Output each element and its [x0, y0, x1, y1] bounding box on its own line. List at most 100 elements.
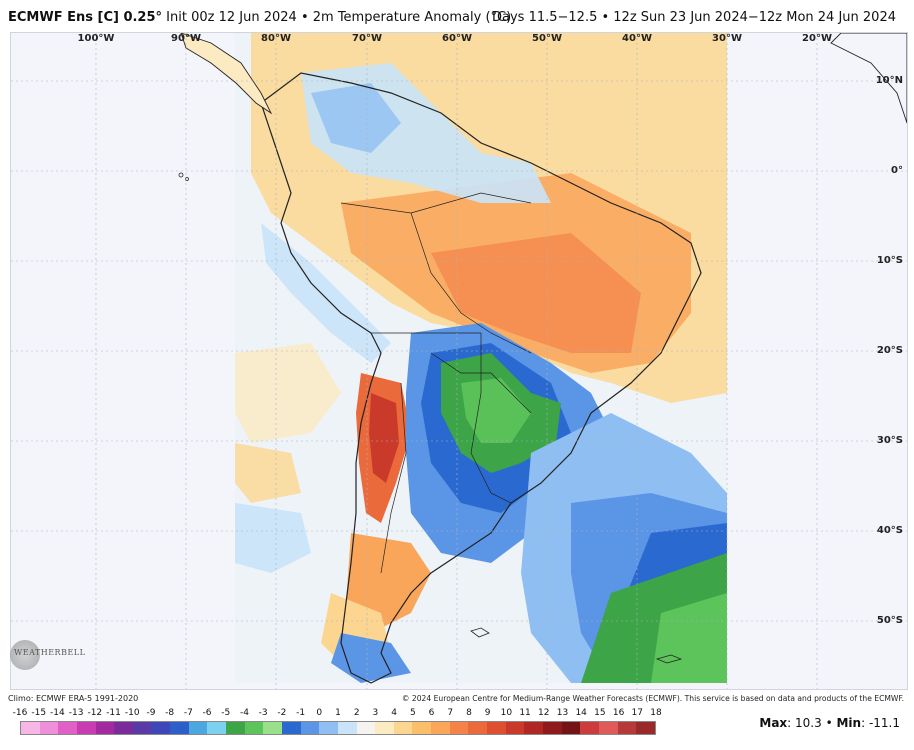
lat-label-0: 0° [891, 165, 903, 176]
colorbar-tick-label: 17 [631, 708, 644, 718]
lat-label-10n: 10°N [875, 75, 903, 86]
colorbar-tick-label: 1 [335, 708, 341, 718]
colorbar-swatch [337, 722, 357, 734]
colorbar-swatch [449, 722, 469, 734]
colorbar-tick-label: 6 [428, 708, 435, 718]
lon-label-50w: 50°W [532, 33, 562, 44]
valid-time-label: Days 11.5−12.5 • 12z Sun 23 Jun 2024−12z… [492, 10, 896, 25]
colorbar-tick-label: 8 [466, 708, 472, 718]
colorbar-strip [20, 721, 656, 735]
colorbar-tick-label: 9 [484, 708, 491, 718]
colorbar-tick-label: 14 [575, 708, 587, 718]
colorbar-tick-label: 13 [556, 708, 569, 718]
colorbar-swatch [617, 722, 637, 734]
colorbar-tick-label: 15 [594, 708, 606, 718]
min-value: -11.1 [868, 716, 900, 730]
colorbar-tick-label: -8 [165, 708, 175, 718]
colorbar-swatch [524, 722, 543, 734]
colorbar-swatch [132, 722, 152, 734]
colorbar-swatch [598, 722, 618, 734]
temperature-anomaly-map: 100°W 90°W 80°W 70°W 60°W 50°W 40°W 30°W… [10, 32, 908, 690]
lon-label-40w: 40°W [622, 33, 652, 44]
colorbar-swatch [207, 722, 227, 734]
climo-note: Climo: ECMWF ERA-5 1991-2020 [8, 694, 139, 703]
colorbar-swatch [487, 722, 506, 734]
colorbar-swatch [393, 722, 413, 734]
lon-label-80w: 80°W [261, 33, 291, 44]
min-label: Min [836, 716, 862, 730]
colorbar-swatch [263, 722, 282, 734]
colorbar-swatch [58, 722, 77, 734]
colorbar-tick-label: 2 [353, 708, 360, 718]
colorbar-tick-label: -7 [183, 708, 193, 718]
lat-label-50s: 50°S [876, 615, 903, 626]
colorbar-tick-label: 4 [391, 708, 397, 718]
lon-label-20w: 20°W [802, 33, 832, 44]
colorbar-tick-label: -5 [221, 708, 231, 718]
colorbar-tick-label: -16 [12, 708, 28, 718]
colorbar-tick-label: -13 [68, 708, 84, 718]
lon-label-70w: 70°W [352, 33, 382, 44]
colorbar-swatch [431, 722, 450, 734]
colorbar-tick-label: -14 [50, 708, 65, 718]
max-min-stats: Max: 10.3 • Min: -11.1 [759, 716, 900, 730]
colorbar-swatch [561, 722, 581, 734]
colorbar-swatch [319, 722, 338, 734]
init-label: Init 00z 12 Jun 2024 [166, 10, 297, 25]
lon-label-90w: 90°W [171, 33, 201, 44]
map-canvas [11, 33, 907, 689]
lon-label-60w: 60°W [442, 33, 472, 44]
colorbar-tick-label: -4 [239, 708, 249, 718]
colorbar-tick-label: 5 [409, 708, 416, 718]
colorbar-tick-label: 7 [447, 708, 454, 718]
colorbar-swatch [95, 722, 115, 734]
lon-label-30w: 30°W [712, 33, 742, 44]
lat-label-30s: 30°S [876, 435, 903, 446]
colorbar-tick-label: -15 [31, 708, 47, 718]
max-value: 10.3 [795, 716, 822, 730]
lon-label-100w: 100°W [77, 33, 115, 44]
colorbar-tick-label: -12 [87, 708, 103, 718]
colorbar-swatch [281, 722, 301, 734]
colorbar-tick-label: -1 [296, 708, 306, 718]
max-label: Max [759, 716, 788, 730]
weatherbell-logo-text: WEATHERBELL [14, 648, 86, 657]
colorbar-swatch [468, 722, 488, 734]
colorbar-swatch [300, 722, 320, 734]
colorbar-swatch [226, 722, 245, 734]
colorbar-swatch [412, 722, 432, 734]
colorbar-tick-label: -6 [202, 708, 212, 718]
colorbar-swatch [636, 722, 655, 734]
colorbar-tick-label: -9 [146, 708, 156, 718]
colorbar-swatch [21, 722, 40, 734]
lat-label-10s: 10°S [876, 255, 903, 266]
colorbar-swatch [39, 722, 59, 734]
colorbar-swatch [356, 722, 376, 734]
colorbar-swatch [505, 722, 525, 734]
weatherbell-logo-icon [10, 640, 40, 670]
colorbar-swatch [580, 722, 599, 734]
colorbar-tick-label: -3 [258, 708, 268, 718]
model-label: ECMWF Ens [C] 0.25° [8, 10, 163, 25]
colorbar-tick-label: 16 [612, 708, 625, 718]
colorbar-tick-label: 11 [519, 708, 531, 718]
lat-label-40s: 40°S [876, 525, 903, 536]
copyright-note: © 2024 European Centre for Medium-Range … [401, 694, 904, 703]
colorbar-tick-label: 3 [372, 708, 379, 718]
field-label: 2m Temperature Anomaly (°C) [312, 10, 512, 25]
colorbar-labels: -16 -15 -14 -13 -12 -11 -10 -9 -8 -7 -6 -5 -4 -3 -2 -1 0… [13, 708, 662, 720]
colorbar-swatch [76, 722, 96, 734]
map-title: ECMWF Ens [C] 0.25° Init 00z 12 Jun 2024… [8, 10, 511, 25]
colorbar-tick-label: -11 [106, 708, 121, 718]
colorbar-swatch [188, 722, 208, 734]
colorbar: -16 -15 -14 -13 -12 -11 -10 -9 -8 -7 -6 -5 -4 -3 -2 -1 0… [13, 708, 662, 735]
colorbar-swatch [151, 722, 171, 734]
colorbar-tick-label: -10 [124, 708, 140, 718]
lat-label-20s: 20°S [876, 345, 903, 356]
title-separator: • [300, 10, 309, 25]
colorbar-tick-label: 10 [500, 708, 513, 718]
colorbar-swatch [170, 722, 189, 734]
colorbar-tick-label: 0 [316, 708, 323, 718]
colorbar-tick-label: 18 [650, 708, 662, 718]
colorbar-tick-label: -2 [277, 708, 287, 718]
